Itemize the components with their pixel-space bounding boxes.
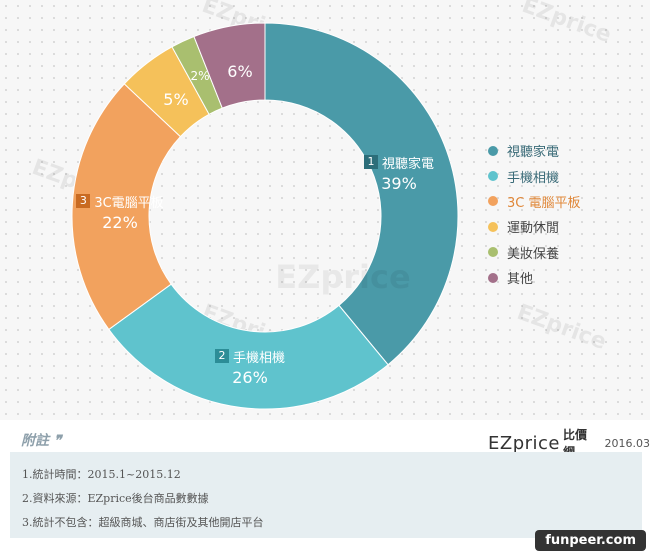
legend-label: 3C 電腦平板 [507, 195, 581, 211]
legend-item: 視聽家電 [488, 138, 580, 163]
slice-number-badge: 2 [214, 349, 229, 363]
slice-label-4: 5% [158, 88, 194, 109]
slice-percent: 6% [227, 62, 253, 81]
legend-item: 運動休閒 [488, 214, 580, 239]
slice-label-2: 2 手機相機 26% [195, 344, 305, 387]
chart-legend: 視聽家電 手機相機 3C 電腦平板 運動休閒 美妝保養 其他 [488, 138, 580, 290]
note-line-3: 3.統計不包含：超級商城、商店街及其他開店平台 [22, 516, 264, 529]
legend-swatch [488, 247, 498, 258]
slice-label-3: 3 3C電腦平板 22% [70, 189, 170, 232]
legend-swatch [488, 145, 498, 156]
slice-label-6: 6% [222, 60, 258, 81]
donut-slice-1 [264, 22, 459, 366]
slice-percent: 5% [163, 90, 189, 109]
donut-slice-2 [108, 283, 389, 410]
center-watermark: EZprice [275, 258, 410, 296]
slice-number-badge: 1 [363, 155, 378, 169]
slice-number-badge: 3 [76, 194, 91, 208]
slice-percent: 2% [190, 69, 210, 83]
legend-label: 運動休閒 [507, 221, 560, 237]
legend-label: 其他 [507, 272, 534, 288]
note-line-2: 2.資料來源：EZprice後台商品數數據 [22, 492, 209, 505]
legend-label: 美妝保養 [507, 246, 560, 262]
donut-slice-6 [193, 22, 266, 109]
slice-percent: 26% [232, 367, 268, 387]
legend-item: 3C 電腦平板 [488, 189, 580, 214]
legend-item: 美妝保養 [488, 240, 580, 265]
logo-text: EZprice [488, 432, 561, 454]
chart-area: EZprice EZprice EZprice EZprice EZprice … [0, 0, 650, 420]
slice-name: 3C電腦平板 [94, 195, 164, 211]
legend-swatch [488, 171, 498, 182]
note-line-1: 1.統計時間：2015.1~2015.12 [22, 468, 181, 481]
donut-slice-3 [71, 83, 182, 331]
footer-watermark-tag: funpeer.com [535, 530, 646, 551]
legend-swatch [488, 272, 498, 283]
legend-label: 視聽家電 [507, 145, 560, 161]
donut-chart: EZprice [71, 22, 459, 410]
slice-percent: 22% [102, 212, 138, 232]
legend-label: 手機相機 [507, 170, 560, 186]
slice-name: 手機相機 [232, 350, 285, 366]
slice-percent: 39% [381, 173, 417, 193]
ezprice-logo: EZprice 比價網 2016.03 [488, 426, 650, 460]
legend-swatch [488, 221, 498, 232]
notes-box: 1.統計時間：2015.1~2015.12 2.資料來源：EZprice後台商品… [10, 452, 642, 538]
slice-label-5: 2% [186, 67, 214, 83]
legend-swatch [488, 196, 498, 207]
slice-name: 視聽家電 [381, 156, 434, 172]
legend-item: 其他 [488, 265, 580, 290]
report-date: 2016.03 [604, 436, 650, 450]
slice-label-1: 1 視聽家電 39% [354, 150, 444, 193]
legend-item: 手機相機 [488, 163, 580, 188]
notes-title: 附註 ❞ [21, 433, 62, 449]
